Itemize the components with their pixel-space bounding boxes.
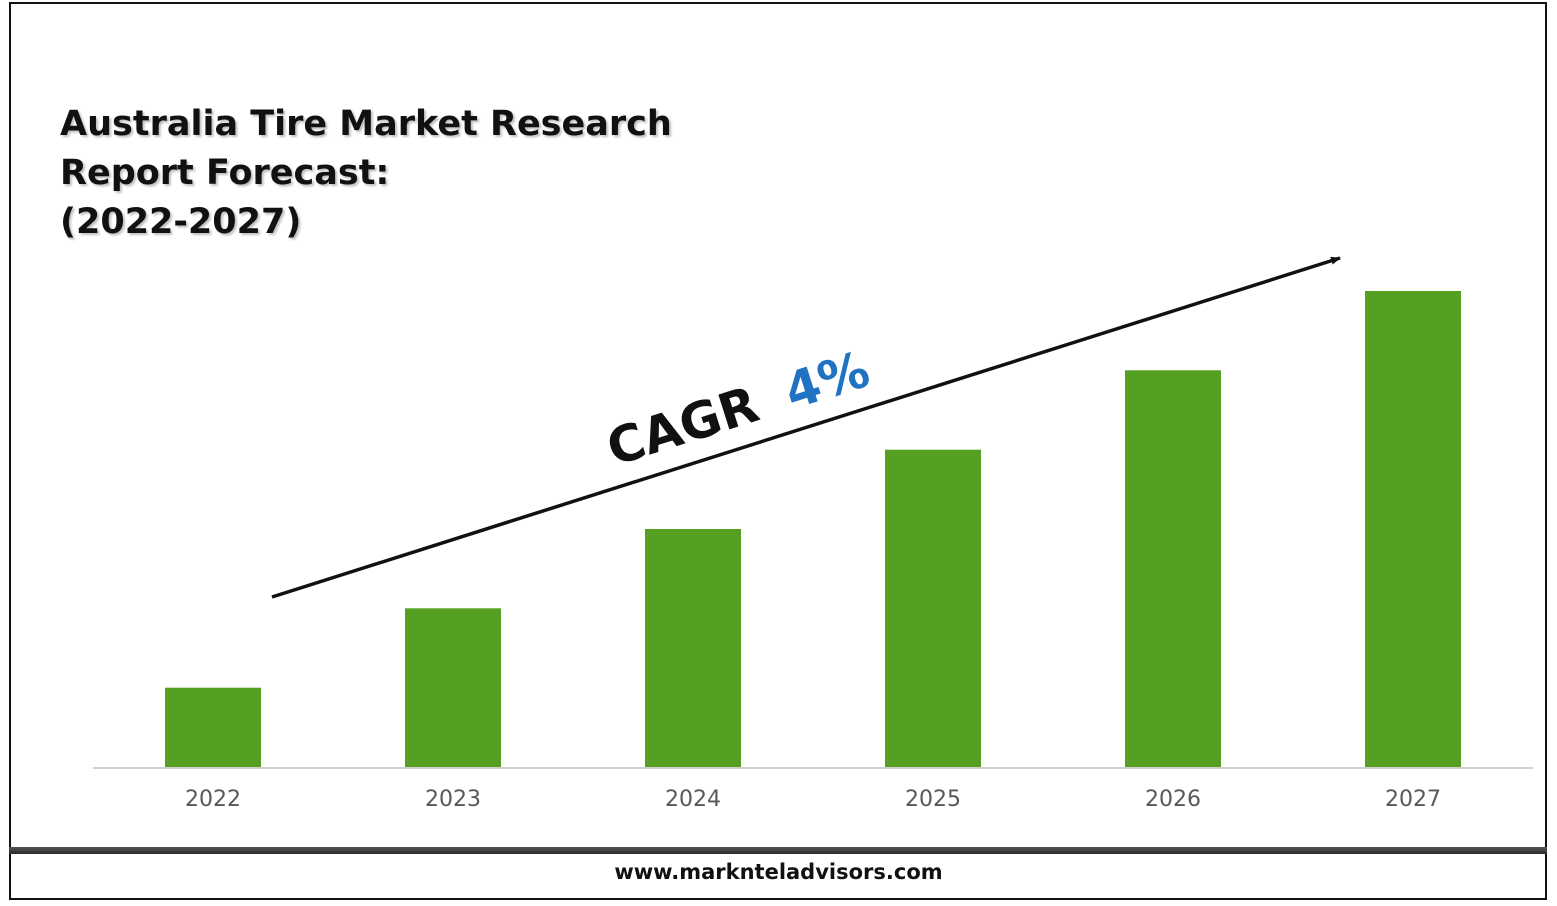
bar-2022	[165, 687, 261, 767]
bars-layer	[165, 291, 1461, 767]
footer-url: www.marknteladvisors.com	[614, 860, 943, 884]
x-tick-label-2023: 2023	[425, 787, 481, 812]
x-tick-labels: 2022 2023 2024 2025 2026 2027	[185, 787, 1441, 812]
bar-2025	[885, 449, 981, 767]
chart-title-line-3: (2022-2027)	[60, 202, 302, 242]
chart-frame	[9, 2, 1547, 900]
chart-title: Australia Tire Market Research Report Fo…	[60, 100, 672, 247]
chart-title-line-1: Australia Tire Market Research	[60, 104, 672, 144]
cagr-label: CAGR	[600, 375, 765, 477]
footer-bar	[9, 847, 1547, 854]
x-tick-label-2026: 2026	[1145, 787, 1201, 812]
bar-2027	[1365, 291, 1461, 767]
x-tick-label-2024: 2024	[665, 787, 721, 812]
bar-2023	[405, 608, 501, 767]
cagr-annotation: CAGR 4%	[600, 340, 876, 477]
x-tick-label-2027: 2027	[1385, 787, 1441, 812]
x-tick-label-2025: 2025	[905, 787, 961, 812]
x-tick-label-2022: 2022	[185, 787, 241, 812]
bar-2024	[645, 529, 741, 767]
bar-2026	[1125, 370, 1221, 767]
trend-arrow	[271, 256, 1341, 599]
chart-title-line-2: Report Forecast:	[60, 153, 390, 193]
